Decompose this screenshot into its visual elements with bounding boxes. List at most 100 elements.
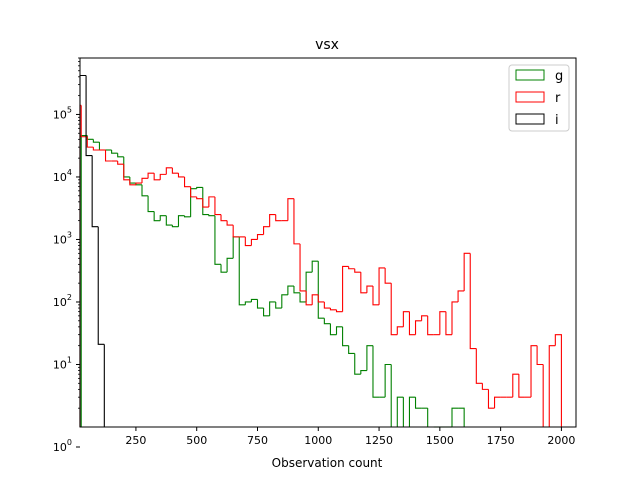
bar-g-10 <box>141 184 149 197</box>
bar-r-69 <box>493 396 501 409</box>
plot-frame <box>79 57 577 428</box>
bar-r-46 <box>354 268 361 273</box>
x-tick-label-3: 1000 <box>304 434 332 447</box>
bar-i-3 <box>97 226 105 345</box>
bar-g-31 <box>269 301 276 316</box>
bar-r-54 <box>402 311 410 327</box>
bar-r-61 <box>445 311 452 336</box>
bar-g-47 <box>366 345 373 371</box>
bar-g-46 <box>360 369 367 375</box>
bar-g-52 <box>396 396 404 427</box>
bar-g-6 <box>117 153 124 158</box>
bar-r-56 <box>414 320 422 335</box>
x-axis-label: Observation count <box>272 456 383 470</box>
bar-g-27 <box>244 301 252 305</box>
bar-g-44 <box>348 345 355 355</box>
bar-r-16 <box>171 167 179 174</box>
bar-r-50 <box>378 267 386 305</box>
bar-r-78 <box>548 345 556 427</box>
bar-g-55 <box>414 397 422 409</box>
bar-r-53 <box>396 326 404 335</box>
legend-swatch-g <box>515 69 545 81</box>
bar-r-42 <box>329 308 337 311</box>
bar-r-31 <box>263 226 270 235</box>
bar-r-1 <box>80 105 88 138</box>
bar-g-32 <box>275 301 282 309</box>
bar-r-41 <box>323 301 331 309</box>
bar-r-32 <box>269 214 276 227</box>
bar-g-34 <box>287 285 294 295</box>
bar-g-43 <box>342 326 349 347</box>
x-tick-label-4: 1250 <box>365 434 393 447</box>
bar-g-24 <box>226 257 234 273</box>
bar-r-17 <box>177 173 185 178</box>
bar-g-23 <box>220 264 228 273</box>
bar-g-30 <box>263 308 270 317</box>
bar-i-2 <box>91 155 99 228</box>
bar-r-47 <box>360 272 367 294</box>
bar-r-51 <box>384 267 392 284</box>
bar-r-19 <box>190 186 197 198</box>
bar-r-55 <box>408 311 416 336</box>
x-tick-label-0: 250 <box>125 434 146 447</box>
bar-g-48 <box>372 345 380 398</box>
legend-label-g: g <box>555 69 563 84</box>
bar-g-17 <box>183 215 191 218</box>
bar-r-7 <box>117 161 124 165</box>
bar-g-54 <box>408 396 416 427</box>
bar-g-35 <box>293 286 301 294</box>
x-tick-label-1: 500 <box>186 434 207 447</box>
bar-r-18 <box>183 176 191 188</box>
bar-r-43 <box>335 309 343 313</box>
bar-r-64 <box>463 252 471 291</box>
bar-r-37 <box>299 243 307 292</box>
bar-r-10 <box>135 182 142 185</box>
bar-r-9 <box>129 179 136 186</box>
bar-r-13 <box>153 173 161 181</box>
bar-g-14 <box>165 215 173 226</box>
chart-title: vsx <box>315 37 339 53</box>
bar-r-58 <box>427 315 434 336</box>
x-tick-label-6: 1750 <box>487 434 515 447</box>
bar-g-26 <box>238 236 246 306</box>
bar-g-22 <box>214 215 222 265</box>
bar-g-33 <box>281 294 288 309</box>
bar-r-62 <box>451 301 459 335</box>
bar-r-72 <box>512 373 519 398</box>
bar-r-68 <box>487 389 495 409</box>
bar-r-33 <box>275 214 282 222</box>
bar-r-8 <box>123 164 130 181</box>
bar-r-25 <box>226 220 234 226</box>
bar-r-79 <box>554 334 562 427</box>
x-tick-label-5: 1500 <box>426 434 454 447</box>
legend-swatch-r <box>515 91 545 103</box>
bar-r-35 <box>287 198 294 221</box>
bar-r-15 <box>165 167 173 175</box>
bar-r-20 <box>196 196 203 200</box>
bar-g-42 <box>335 326 343 335</box>
bar-g-29 <box>256 299 264 309</box>
legend-label-i: i <box>555 113 559 128</box>
bar-g-61 <box>451 407 459 427</box>
bar-r-44 <box>342 265 349 312</box>
bar-r-67 <box>481 383 489 390</box>
bar-r-24 <box>220 214 228 222</box>
bar-r-11 <box>141 177 149 184</box>
bar-r-57 <box>421 315 428 321</box>
bar-r-22 <box>208 196 215 208</box>
bar-r-52 <box>390 283 398 336</box>
bar-g-36 <box>299 292 307 303</box>
bar-r-28 <box>244 236 252 247</box>
bar-r-12 <box>147 172 155 179</box>
bar-g-15 <box>171 225 179 228</box>
bar-r-76 <box>536 345 544 366</box>
bar-g-41 <box>329 323 337 336</box>
bar-g-5 <box>111 149 118 154</box>
bar-r-60 <box>439 311 446 335</box>
bar-r-29 <box>250 238 258 246</box>
bar-r-75 <box>530 345 538 398</box>
bar-i-1 <box>85 75 93 157</box>
bar-r-63 <box>457 290 465 302</box>
bar-r-21 <box>202 198 209 208</box>
